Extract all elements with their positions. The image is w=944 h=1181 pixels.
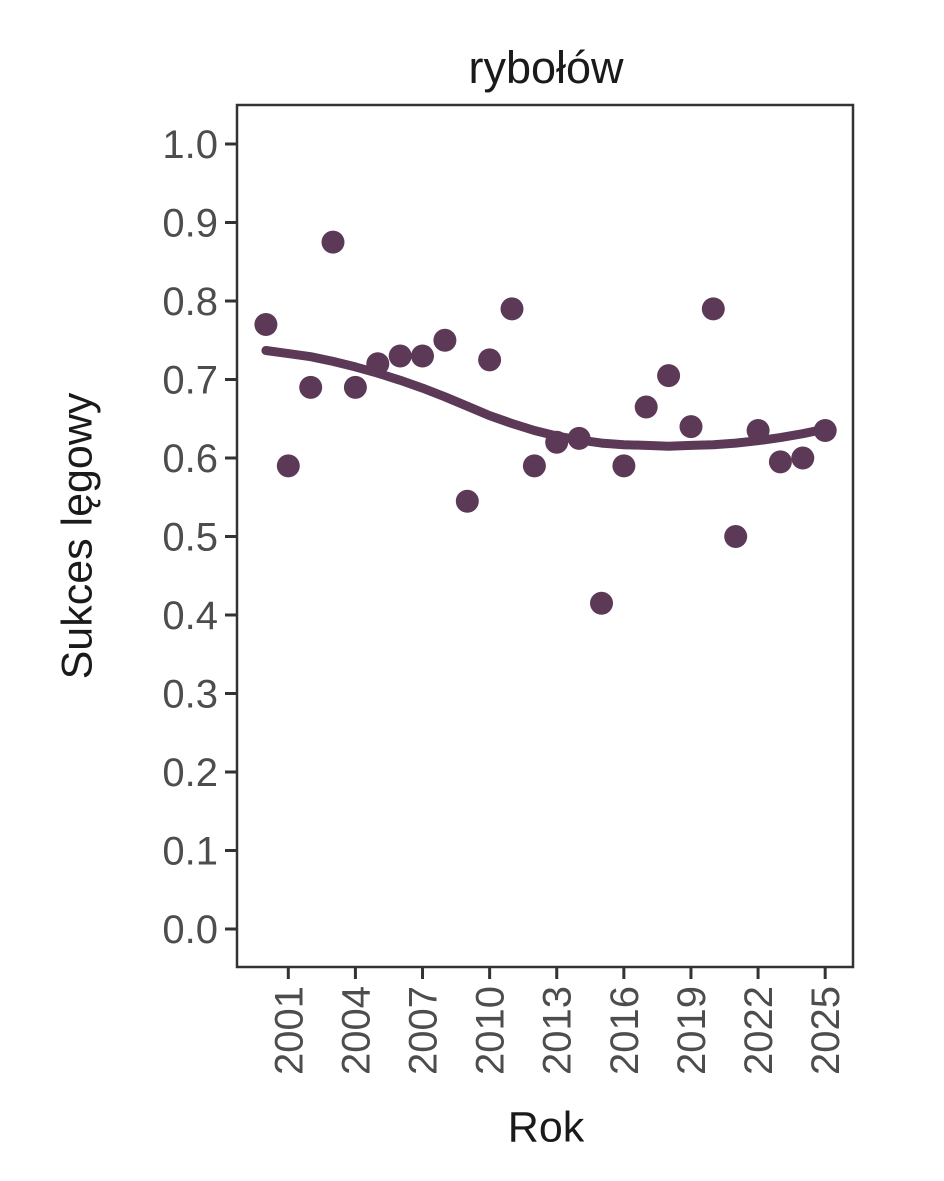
x-axis-title: Rok xyxy=(507,1103,585,1152)
y-tick-label: 0.0 xyxy=(162,908,218,952)
data-point xyxy=(522,454,546,478)
y-tick-label: 0.2 xyxy=(162,751,218,795)
y-tick-label: 0.3 xyxy=(162,673,218,717)
x-tick-label: 2019 xyxy=(670,986,714,1075)
data-point xyxy=(433,328,457,352)
y-tick-label: 0.7 xyxy=(162,359,218,403)
data-point xyxy=(388,344,412,368)
plot-title: rybołów xyxy=(468,42,624,93)
data-point xyxy=(791,446,815,470)
data-point xyxy=(657,364,681,388)
data-point xyxy=(276,454,300,478)
data-point xyxy=(701,297,725,321)
data-point xyxy=(724,525,748,548)
x-tick-label: 2013 xyxy=(536,986,580,1075)
data-point xyxy=(299,375,323,399)
data-point xyxy=(634,395,658,419)
y-tick-label: 0.9 xyxy=(162,202,218,246)
data-point xyxy=(254,313,278,336)
y-tick-label: 0.6 xyxy=(162,437,218,481)
y-tick-label: 0.1 xyxy=(162,830,218,874)
data-point xyxy=(590,591,613,615)
x-tick-label: 2022 xyxy=(737,986,781,1075)
data-point xyxy=(768,450,792,474)
data-point xyxy=(455,489,479,513)
x-tick-label: 2007 xyxy=(402,986,446,1075)
x-tick-label: 2010 xyxy=(469,986,513,1075)
y-tick-label: 0.5 xyxy=(162,516,218,560)
x-tick-label: 2001 xyxy=(267,986,311,1075)
data-point xyxy=(500,297,524,321)
data-point xyxy=(478,348,502,372)
y-tick-label: 1.0 xyxy=(162,123,218,167)
data-point xyxy=(411,344,434,368)
data-point xyxy=(343,375,367,399)
x-tick-label: 2004 xyxy=(334,986,378,1075)
y-tick-label: 0.8 xyxy=(162,280,218,324)
data-point xyxy=(679,415,703,439)
x-tick-label: 2016 xyxy=(603,986,647,1075)
y-tick-label: 0.4 xyxy=(162,594,218,638)
loess-curve xyxy=(261,346,830,451)
data-point xyxy=(612,454,636,478)
x-tick-label: 2025 xyxy=(804,986,848,1075)
data-point xyxy=(321,230,345,254)
